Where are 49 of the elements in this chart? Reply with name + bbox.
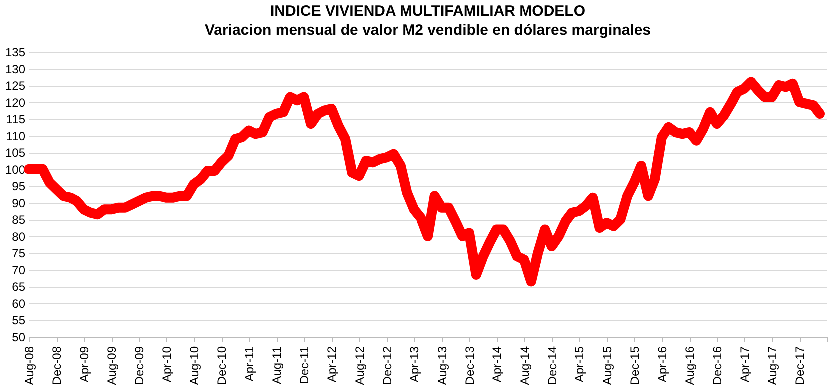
x-tick-label: Dec-15 bbox=[628, 346, 642, 386]
y-tick-label: 115 bbox=[6, 112, 26, 127]
x-tick-label: Aug-09 bbox=[105, 346, 120, 386]
y-tick-label: 105 bbox=[5, 146, 26, 160]
x-tick-label: Aug-10 bbox=[188, 346, 202, 386]
x-tick-label: Aug-13 bbox=[435, 346, 450, 386]
x-tick-label: Apr-09 bbox=[77, 346, 92, 383]
y-tick-label: 85 bbox=[12, 213, 26, 228]
y-tick-label: 90 bbox=[12, 196, 26, 210]
y-tick-label: 60 bbox=[12, 296, 26, 311]
x-tick-label: Dec-13 bbox=[462, 346, 477, 386]
y-tick-label: 120 bbox=[5, 96, 26, 110]
y-tick-label: 75 bbox=[12, 246, 26, 261]
y-tick-label: 80 bbox=[12, 230, 26, 244]
x-tick-label: Dec-14 bbox=[545, 346, 560, 386]
x-tick-label: Dec-16 bbox=[710, 346, 725, 386]
x-tick-label: Apr-13 bbox=[408, 346, 422, 383]
y-tick-label: 65 bbox=[12, 280, 26, 294]
x-tick-label: Dec-10 bbox=[215, 346, 230, 386]
x-tick-label: Apr-14 bbox=[490, 346, 504, 383]
y-tick-label: 135 bbox=[5, 46, 26, 60]
x-tick-label: Dec-08 bbox=[50, 346, 64, 386]
x-tick-label: Apr-17 bbox=[738, 346, 752, 383]
x-tick-label: Dec-17 bbox=[793, 346, 808, 386]
x-tick-label: Apr-11 bbox=[242, 346, 256, 382]
x-tick-label: Dec-12 bbox=[380, 346, 394, 386]
x-tick-label: Apr-12 bbox=[325, 346, 340, 383]
x-tick-label: Aug-14 bbox=[518, 346, 532, 386]
chart-title: INDICE VIVIENDA MULTIFAMILIAR MODELO bbox=[270, 3, 586, 20]
x-tick-label: Aug-12 bbox=[352, 346, 367, 386]
y-tick-label: 95 bbox=[12, 180, 26, 194]
x-tick-label: Dec-09 bbox=[132, 346, 147, 386]
y-tick-label: 110 bbox=[6, 129, 26, 144]
x-tick-label: Apr-15 bbox=[572, 346, 587, 383]
x-tick-label: Aug-15 bbox=[600, 346, 614, 386]
y-tick-label: 100 bbox=[5, 162, 26, 177]
y-tick-label: 70 bbox=[12, 263, 26, 278]
y-tick-label: 130 bbox=[5, 62, 26, 76]
x-tick-label: Aug-17 bbox=[766, 346, 780, 386]
x-tick-label: Dec-11 bbox=[298, 346, 312, 384]
x-tick-label: Apr-10 bbox=[160, 346, 174, 383]
chart-subtitle: Variacion mensual de valor M2 vendible en dólares marginales bbox=[204, 22, 652, 39]
x-tick-label: Aug-11 bbox=[270, 346, 284, 384]
y-tick-label: 55 bbox=[12, 314, 26, 328]
y-tick-label: 50 bbox=[12, 330, 26, 344]
x-tick-label: Apr-16 bbox=[655, 346, 670, 383]
x-tick-label: Aug-16 bbox=[683, 346, 698, 386]
y-tick-label: 125 bbox=[5, 79, 26, 94]
x-tick-label: Aug-08 bbox=[22, 346, 36, 386]
